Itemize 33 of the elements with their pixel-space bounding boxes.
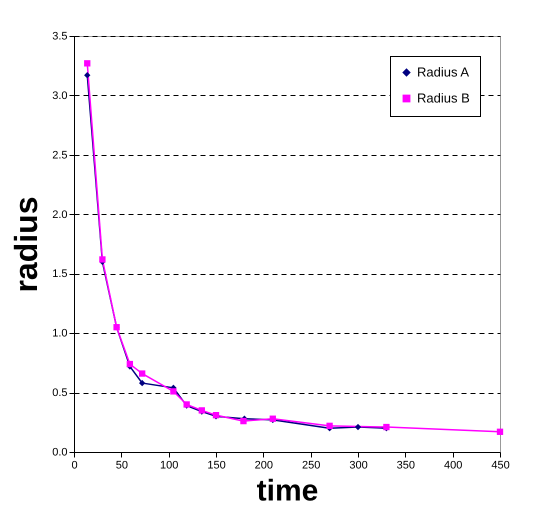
x-axis-title: time [256, 474, 318, 508]
x-tick-label: 450 [491, 460, 510, 472]
x-tick-label: 250 [302, 460, 320, 472]
point [84, 72, 90, 78]
x-tick-label: 300 [349, 460, 368, 472]
x-tick-label: 0 [71, 460, 78, 472]
y-tick-label: 2.0 [52, 208, 68, 221]
y-tick-label: 2.5 [52, 149, 68, 162]
y-tick-label: 0.5 [52, 387, 68, 400]
y-tick-label: 3.5 [52, 30, 68, 42]
y-tick-label: 1.5 [52, 268, 68, 280]
y-tick-label: 0.0 [52, 446, 68, 458]
point [496, 428, 504, 435]
point [99, 256, 106, 263]
y-tick-label: 3.0 [52, 90, 68, 102]
y-tick-label: 1.0 [52, 328, 68, 340]
point [354, 424, 362, 430]
x-tick-label: 100 [160, 460, 178, 472]
x-tick-label: 350 [396, 460, 416, 472]
x-tick-label: 150 [207, 460, 226, 472]
point [139, 380, 146, 386]
x-tick-label: 50 [116, 460, 128, 472]
point [240, 418, 247, 424]
point [139, 370, 146, 377]
point [170, 388, 177, 395]
legend-label: Radius B [417, 90, 470, 106]
point [326, 422, 333, 430]
point [84, 60, 90, 66]
point [126, 360, 134, 368]
x-tick-label: 200 [254, 460, 274, 472]
y-axis-title: radius [8, 196, 44, 293]
legend-label: Radius A [417, 64, 470, 80]
x-tick-label: 400 [444, 460, 462, 472]
